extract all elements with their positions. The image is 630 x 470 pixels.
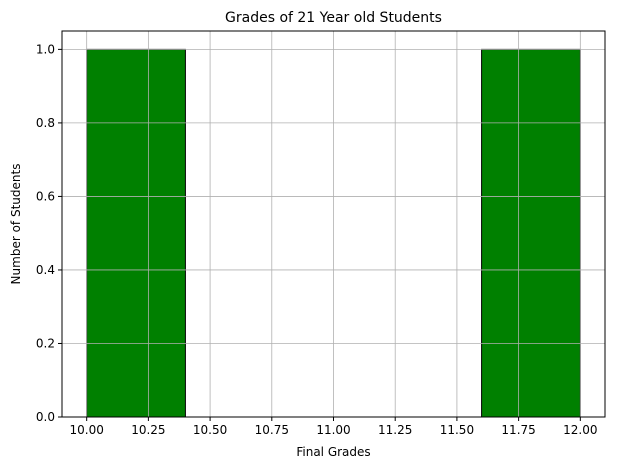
x-tick-label-2: 10.50 [193,423,227,437]
y-tick-label-0: 0.0 [36,410,55,424]
x-tick-label-0: 10.00 [70,423,104,437]
x-tick-label-7: 11.75 [501,423,535,437]
bars [86,48,581,418]
y-tick-label-4: 0.8 [36,116,55,130]
x-axis-label: Final Grades [296,445,370,459]
x-tick-label-3: 10.75 [255,423,289,437]
y-axis-label: Number of Students [9,164,23,285]
y-tick-label-2: 0.4 [36,263,55,277]
x-tick-label-8: 12.00 [563,423,597,437]
y-tick-label-5: 1.0 [36,42,55,56]
x-tick-label-4: 11.00 [316,423,350,437]
x-tick-label-5: 11.25 [378,423,412,437]
y-tick-label-3: 0.6 [36,189,55,203]
histogram-bar-4 [481,48,581,418]
y-tick-label-1: 0.2 [36,336,55,350]
x-axis-ticks: 10.00 10.25 10.50 10.75 11.00 11.25 11.50 11.75… [70,417,597,437]
y-axis-ticks: 0.0 0.2 0.4 0.6 0.8 1.0 [36,42,62,424]
histogram-bar-0 [86,48,186,418]
x-tick-label-1: 10.25 [131,423,165,437]
chart-title: Grades of 21 Year old Students [225,10,442,26]
x-tick-label-6: 11.50 [440,423,474,437]
